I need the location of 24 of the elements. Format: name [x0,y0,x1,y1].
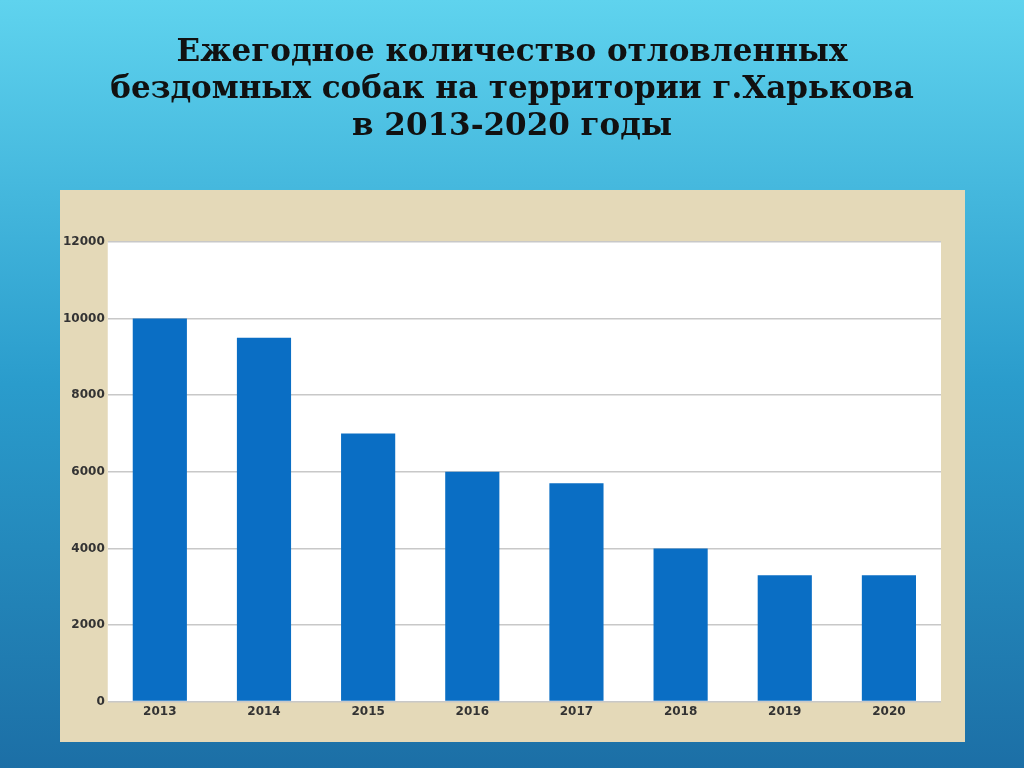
y-tick-label: 8000 [71,387,105,402]
y-tick-label: 0 [96,693,105,708]
bar [445,471,500,701]
y-tick-label: 6000 [71,463,105,478]
x-tick-label: 2020 [872,703,906,718]
x-tick-label: 2013 [143,703,177,718]
chart-title: Ежегодное количество отловленных бездомных собак на территории г.Харькова в 2013-2020 годы [109,32,915,144]
bar [236,337,292,701]
x-tick-label: 2016 [455,703,489,718]
bar [653,548,708,701]
bar [757,575,812,701]
y-tick-label: 12000 [63,234,105,249]
bar [861,575,916,701]
x-tick-label: 2015 [351,703,385,718]
bar [549,483,604,701]
x-tick-label: 2014 [247,703,281,718]
y-tick-label: 4000 [71,540,105,555]
y-tick-label: 2000 [71,617,105,632]
y-tick-label: 10000 [63,310,105,325]
x-tick-label: 2017 [559,703,594,718]
bar [132,318,187,701]
bar [341,433,396,701]
x-tick-label: 2019 [768,703,802,718]
x-tick-label: 2018 [663,703,698,718]
